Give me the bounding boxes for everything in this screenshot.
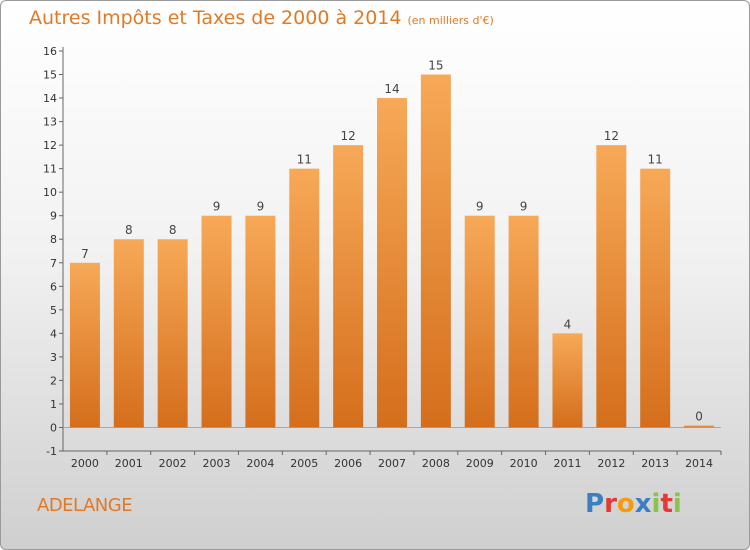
logo-letter: t — [660, 489, 673, 519]
data-label-2001: 8 — [125, 223, 133, 237]
logo-letter: i — [672, 489, 682, 519]
unit-label: (en milliers d'€) — [407, 14, 494, 27]
data-label-2003: 9 — [213, 200, 221, 214]
bar-2006 — [333, 145, 364, 428]
y-tick-label: 1 — [50, 398, 57, 411]
x-tick-label-2009: 2009 — [466, 457, 494, 470]
x-tick-label-2006: 2006 — [334, 457, 362, 470]
x-tick-label-2003: 2003 — [203, 457, 231, 470]
bar-2000 — [69, 262, 100, 428]
commune-name: ADELANGE — [37, 495, 133, 516]
data-label-2005: 11 — [297, 153, 312, 167]
data-label-2010: 9 — [520, 200, 528, 214]
y-tick-label: 9 — [50, 210, 57, 223]
x-tick-label-2012: 2012 — [597, 457, 625, 470]
y-tick-label: 8 — [50, 233, 57, 246]
x-tick-label-2013: 2013 — [641, 457, 669, 470]
bar-2009 — [464, 215, 495, 428]
x-tick-label-2010: 2010 — [510, 457, 538, 470]
bar-2004 — [245, 215, 276, 428]
data-label-2009: 9 — [476, 200, 484, 214]
y-tick-label: 13 — [43, 116, 57, 129]
y-tick-label: 2 — [50, 374, 57, 387]
bar-2003 — [201, 215, 232, 428]
data-label-2008: 15 — [428, 59, 443, 73]
data-label-2006: 12 — [340, 129, 355, 143]
x-tick-label-2007: 2007 — [378, 457, 406, 470]
y-tick-label: 15 — [43, 69, 57, 82]
y-tick-label: 11 — [43, 163, 57, 176]
bar-2002 — [157, 239, 188, 428]
y-tick-label: 10 — [43, 186, 57, 199]
y-tick-label: 16 — [43, 45, 57, 58]
logo-letter: i — [651, 489, 661, 519]
x-tick-labels: 2000 2001 2002 2003 2004 2005 2006 2007 2008 2009… — [71, 457, 713, 470]
data-label-2013: 11 — [648, 153, 663, 167]
bar-2011 — [552, 333, 583, 428]
chart-title: Autres Impôts et Taxes de 2000 à 2014 (en… — [29, 7, 494, 29]
data-label-2000: 7 — [81, 247, 89, 261]
y-tick-label: 5 — [50, 304, 57, 317]
proxiti-logo: Proxiti — [585, 489, 682, 519]
y-tick-label: 14 — [43, 92, 57, 105]
data-label-2007: 14 — [384, 82, 399, 96]
logo-letter: x — [634, 489, 652, 519]
x-tick-label-2014: 2014 — [685, 457, 713, 470]
y-tick-label: 7 — [50, 257, 57, 270]
logo-letter: r — [604, 489, 617, 519]
x-tick-label-2001: 2001 — [115, 457, 143, 470]
y-tick-label: 6 — [50, 280, 57, 293]
data-label-2002: 8 — [169, 223, 177, 237]
logo-letter: P — [585, 489, 605, 519]
bar-2014 — [684, 425, 715, 428]
x-tick-label-2008: 2008 — [422, 457, 450, 470]
bar-2007 — [377, 98, 407, 428]
bars — [69, 74, 715, 428]
y-tick-label: 0 — [50, 421, 57, 434]
data-label-2014: 0 — [695, 409, 703, 423]
data-label-2011: 4 — [564, 317, 572, 331]
bar-2001 — [113, 239, 144, 428]
y-tick-label: 3 — [50, 351, 57, 364]
x-tick-label-2004: 2004 — [246, 457, 274, 470]
x-tick-label-2005: 2005 — [290, 457, 318, 470]
x-tick-label-2000: 2000 — [71, 457, 99, 470]
data-label-2004: 9 — [257, 200, 265, 214]
x-tick-label-2002: 2002 — [159, 457, 187, 470]
bar-2012 — [596, 145, 627, 428]
bar-2013 — [640, 168, 671, 428]
logo-letter: o — [616, 489, 635, 519]
bar-2005 — [289, 168, 320, 428]
bar-2010 — [508, 215, 539, 428]
x-tick-label-2011: 2011 — [553, 457, 581, 470]
y-tick-label: 12 — [43, 139, 57, 152]
data-labels: 7 8 8 9 9 11 12 14 15 9 9 4 12 11 0 — [81, 59, 703, 424]
y-tick-label: 4 — [50, 327, 57, 340]
title-text: Autres Impôts et Taxes de 2000 à 2014 — [29, 7, 402, 29]
bar-2008 — [420, 74, 451, 428]
data-label-2012: 12 — [604, 129, 619, 143]
y-tick-label: -1 — [46, 445, 57, 458]
